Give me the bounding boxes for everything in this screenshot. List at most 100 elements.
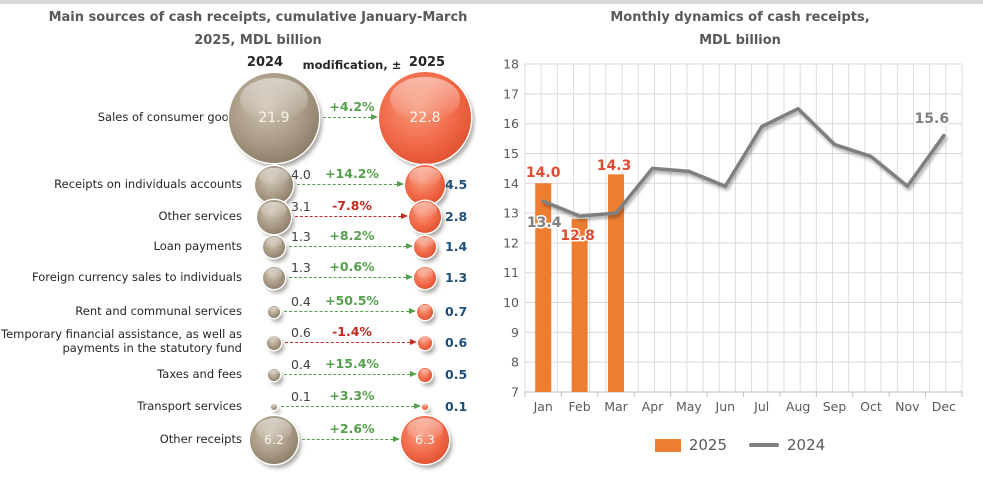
x-axis-month-label: Jan [533,399,553,414]
bubble-gloss [412,202,438,218]
y-axis-tick-label: 12 [503,235,519,250]
bar-2025-Mar [608,174,625,392]
legend-line-swatch-2024 [749,443,779,447]
bar-label-feb: 12.8 [560,228,595,244]
trend-arrow-head-icon [371,113,378,120]
modification-label: +3.3% [329,388,375,403]
bubble-orange-2025: 22.8 [379,72,471,164]
value-2024: 0.4 [291,357,311,372]
modification-label: +2.6% [329,421,375,436]
x-axis-month-label: Sep [823,399,847,414]
value-2024: 4.0 [291,167,311,182]
bubble-gloss [416,236,434,248]
trend-arrow-line [301,439,393,440]
bubble-tan-2024: 6.2 [250,416,298,464]
source-row-label: Transport services [137,399,242,413]
left-chart-title-line2: 2025, MDL billion [194,33,322,48]
y-axis-tick-label: 17 [503,86,519,101]
bubble-gloss [265,237,283,248]
bubble-tan-2024 [267,305,281,319]
bubble-gloss [406,418,444,442]
source-row-label: Receipts on individuals accounts [54,177,242,191]
modification-label: +50.5% [325,293,379,308]
value-2025: 1.4 [445,239,468,254]
value-2025: 2.8 [445,209,468,224]
y-axis-tick-label: 7 [511,385,519,400]
value-2025: 1.3 [445,270,468,285]
trend-arrow-head-icon [406,273,414,280]
bubble-gloss [255,418,293,442]
line-label-dec: 15.6 [915,111,950,127]
x-axis-month-label: Oct [860,399,882,414]
value-2024: 0.4 [291,294,311,309]
bubble-orange-2025: 6.3 [400,415,450,465]
bubble-gloss [239,77,309,121]
combo-chart-plot: 7 8 9 10 11 12 13 14 15 16 17 18 Jan Feb Mar Apr May Jun J… [503,57,963,414]
y-axis-tick-label: 9 [511,325,519,340]
bar-label-mar: 14.3 [597,158,632,174]
y-axis-tick-label: 13 [503,206,519,221]
bubble-gloss [390,76,460,121]
trend-arrow-line [297,184,397,185]
bubble-orange-2025 [421,403,429,411]
left-chart-title-line1: Main sources of cash receipts, cumulativ… [48,10,468,25]
bubble-orange-2025 [418,368,432,382]
source-row-label: Sales of consumer goods [97,110,242,124]
bubble-tan-2024 [270,403,278,411]
y-axis-tick-label: 15 [503,146,519,161]
bubble-gloss [419,336,431,344]
source-row-label: Rent and communal services [75,304,242,318]
bubble-gloss [265,268,283,279]
bubble-gloss [261,201,287,218]
y-axis-tick-label: 14 [503,176,519,191]
x-axis-month-label: Jul [753,399,769,414]
bubble-gloss [269,306,279,313]
column-header-2024: 2024 [246,55,284,70]
source-row-label: Temporary financial assistance, as well … [1,327,242,355]
bubble-gloss [268,336,280,344]
line-label-jan: 13.4 [527,215,562,231]
y-axis-tick-label: 10 [503,295,519,310]
bubble-tan-2024 [254,165,294,205]
trend-arrow-line [284,311,409,312]
x-axis-month-label: Nov [895,399,920,414]
bar-label-jan: 14.0 [526,165,561,181]
trend-arrow-line [285,342,410,343]
bubble-orange-2025 [404,164,446,206]
source-row-label: Loan payments [153,239,242,253]
bubble-gloss [418,304,432,313]
bar-2025-Jan [535,183,552,392]
value-2024: 1.3 [291,229,311,244]
x-axis-month-label: May [676,399,702,414]
value-2024: 0.1 [291,389,311,404]
value-2024: 1.3 [291,260,311,275]
bubble-value: 22.8 [409,110,441,126]
y-axis-tick-label: 8 [511,355,519,370]
bubble-gloss [422,404,428,408]
value-2025: 0.7 [445,304,468,319]
modification-label: -7.8% [332,198,372,213]
bubble-value: 6.2 [264,432,284,448]
x-axis-month-label: Dec [932,399,956,414]
legend-label-2024: 2024 [787,436,826,454]
column-header-modification: modification, ± [302,58,402,72]
modification-label: +4.2% [329,99,375,114]
top-border-strip [0,0,983,4]
x-axis-month-label: Jun [715,399,736,414]
bubble-tan-2024 [263,267,285,289]
bubble-tan-2024 [266,335,282,351]
bubble-value: 6.3 [415,432,435,448]
source-row-label: Foreign currency sales to individuals [32,270,242,284]
y-axis-tick-label: 11 [503,265,519,280]
trend-arrow-head-icon [396,180,404,187]
bubble-value: 21.9 [258,110,290,126]
trend-arrow-line [281,406,414,407]
trend-arrow-head-icon [413,402,421,409]
trend-arrow-line [284,374,411,375]
bar-2025-Feb [571,219,588,392]
value-2025: 0.5 [445,367,468,382]
trend-arrow-head-icon [408,307,416,314]
trend-arrow-line [288,246,406,247]
modification-label: +8.2% [329,228,375,243]
